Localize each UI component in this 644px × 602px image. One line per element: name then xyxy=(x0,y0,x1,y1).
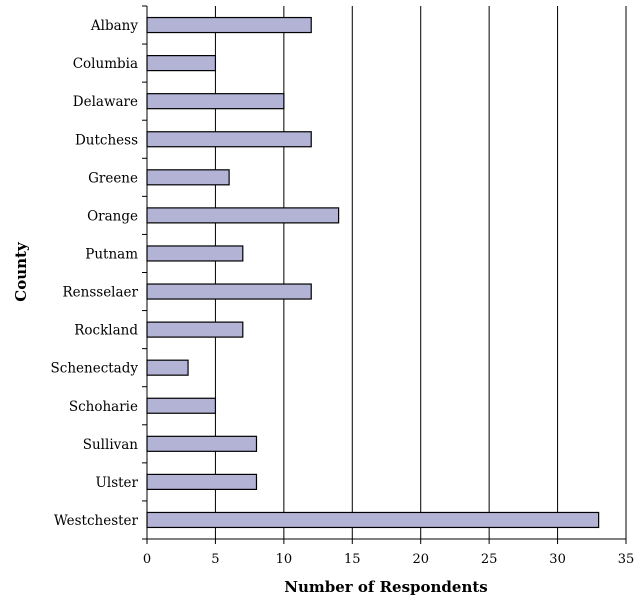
grid-layer xyxy=(214,6,627,539)
bar-albany xyxy=(146,16,312,34)
bar-columbia xyxy=(146,55,217,72)
x-tick-label: 5 xyxy=(211,552,219,567)
category-label: Schoharie xyxy=(69,399,138,415)
category-label: Sullivan xyxy=(83,437,139,453)
bar-rockland xyxy=(146,321,244,338)
x-tick-label: 20 xyxy=(412,552,429,567)
x-axis-title: Number of Respondents xyxy=(284,578,488,596)
x-tick-label: 25 xyxy=(481,552,498,567)
bar-layer xyxy=(146,16,600,529)
y-axis-title: County xyxy=(12,241,30,302)
x-tick-label: 35 xyxy=(618,552,635,567)
bar-ulster xyxy=(146,473,258,490)
axis-layer xyxy=(142,5,627,544)
bar-dutchess xyxy=(146,131,312,148)
category-label: Dutchess xyxy=(75,132,138,148)
category-label: Greene xyxy=(88,170,138,186)
x-tick-label: 0 xyxy=(143,552,151,567)
bar-greene xyxy=(146,169,230,186)
category-label: Albany xyxy=(90,18,138,34)
category-label: Putnam xyxy=(85,246,138,262)
category-label: Columbia xyxy=(73,56,138,72)
bar-orange xyxy=(146,207,340,224)
label-layer: 0 5 10 15 20 25 30 35 Albany Columbia Delaware Dutc… xyxy=(51,18,635,567)
bar-putnam xyxy=(146,245,244,262)
bar-westchester xyxy=(146,511,600,529)
bar-delaware xyxy=(146,93,285,110)
category-label: Schenectady xyxy=(51,361,139,377)
category-label: Rensselaer xyxy=(62,285,138,301)
x-tick-label: 30 xyxy=(549,552,566,567)
category-label: Delaware xyxy=(73,94,138,110)
bar-schenectady xyxy=(146,359,189,376)
bar-rensselaer xyxy=(146,283,312,300)
category-label: Ulster xyxy=(96,475,139,491)
x-tick-label: 15 xyxy=(344,552,361,567)
category-label: Orange xyxy=(87,208,138,224)
bar-sullivan xyxy=(146,435,258,452)
x-tick-label: 10 xyxy=(276,552,293,567)
bar-schoharie xyxy=(146,397,217,414)
category-label: Rockland xyxy=(74,323,138,339)
category-label: Westchester xyxy=(54,513,139,529)
